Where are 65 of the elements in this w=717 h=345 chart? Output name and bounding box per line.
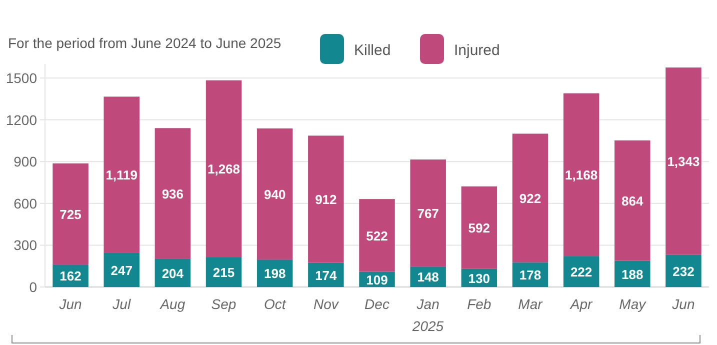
data-label: 725 (60, 206, 82, 222)
data-label: 767 (417, 206, 439, 221)
bar (512, 134, 548, 262)
legend-label: Killed (354, 42, 391, 59)
y-tick-label: 1500 (6, 70, 38, 86)
bar (666, 254, 702, 287)
bar (308, 262, 344, 287)
bar (206, 80, 242, 258)
y-tick-label: 300 (14, 237, 38, 254)
data-label: 215 (212, 265, 235, 280)
data-label: 232 (672, 264, 694, 279)
x-tick-label: Jul (112, 296, 132, 312)
x-tick-label: Jan (416, 296, 440, 312)
data-label: 188 (622, 266, 644, 282)
data-label: 922 (519, 190, 542, 206)
text: 2025 (411, 318, 444, 334)
bar (359, 199, 395, 272)
x-tick-label: Apr (569, 296, 594, 312)
data-label: 936 (162, 186, 184, 202)
data-label: 864 (622, 194, 644, 209)
y-tick-label: 0 (29, 279, 38, 295)
data-label: 1,168 (565, 168, 598, 183)
bar (666, 67, 702, 255)
y-tick-label: 1200 (6, 112, 38, 128)
x-tick-label: Dec (364, 296, 390, 312)
x-tick-label: Aug (159, 296, 186, 312)
bar (104, 96, 140, 253)
data-label: 247 (110, 262, 132, 278)
legend-label: Injured (454, 42, 500, 59)
bar (461, 186, 498, 269)
data-label: 522 (366, 228, 388, 244)
data-label: 130 (468, 270, 490, 286)
data-label: 148 (417, 270, 439, 285)
data-label: 592 (468, 220, 490, 236)
bar (104, 252, 140, 287)
y-tick-label: 600 (14, 195, 38, 212)
data-label: 912 (315, 192, 337, 208)
bar (256, 128, 293, 260)
data-label: 162 (60, 268, 82, 284)
data-label: 940 (264, 186, 286, 202)
bar (52, 163, 88, 264)
data-label: 178 (519, 268, 542, 283)
data-label: 1,119 (106, 168, 138, 183)
x-tick-label: Mar (518, 296, 544, 312)
data-label: 1,343 (667, 154, 700, 170)
y-tick-label: 900 (14, 154, 38, 170)
x-tick-label: Jun (58, 296, 82, 312)
x-tick-label: Sep (211, 296, 236, 312)
x-tick-label: Nov (313, 296, 340, 312)
chart-subtitle: For the period from June 2024 to June 2025 (8, 35, 282, 51)
data-label: 174 (315, 268, 338, 283)
data-label: 198 (264, 266, 286, 282)
bar (563, 93, 600, 256)
bar (614, 140, 650, 261)
data-label: 109 (366, 272, 388, 288)
bar (410, 159, 446, 266)
bar (308, 136, 344, 263)
data-label: 204 (162, 266, 184, 281)
data-label: 1,268 (207, 162, 240, 177)
x-tick-label: Feb (467, 296, 492, 312)
x-tick-label: May (619, 296, 647, 312)
bar (154, 128, 191, 259)
data-label: 222 (570, 264, 592, 280)
x-tick-label: Oct (264, 296, 287, 312)
x-tick-label: Jun (671, 296, 695, 312)
